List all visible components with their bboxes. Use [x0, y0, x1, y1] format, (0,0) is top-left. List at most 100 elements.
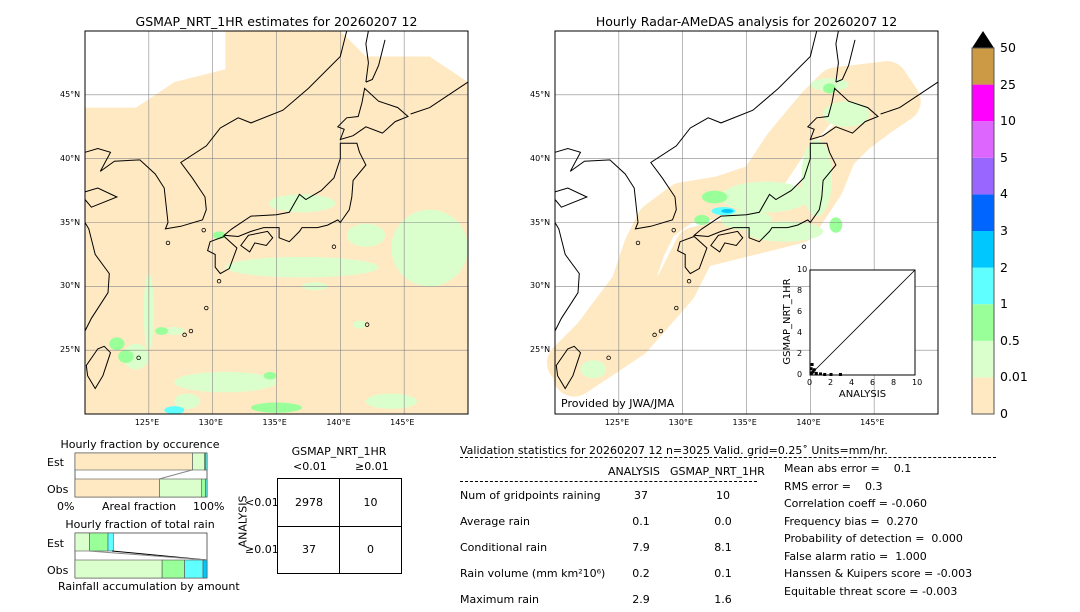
scatter-point — [838, 372, 842, 376]
inset-x-tick: 6 — [870, 378, 876, 387]
row-axis-label: ANALYSIS — [236, 495, 250, 548]
lat-tick-label: 35°N — [530, 217, 551, 227]
inset-y-tick: 6 — [797, 307, 803, 316]
occ-xlabel: Areal fraction — [102, 500, 177, 513]
stat-label: Conditional rain — [460, 541, 548, 554]
colorbar-tick-label: 3 — [1000, 223, 1008, 238]
coastline-sakhalin — [365, 30, 369, 83]
fraction-bars — [74, 452, 208, 579]
fraction-segment — [74, 532, 90, 552]
coastline-china2 — [84, 222, 110, 332]
fraction-segment — [192, 452, 205, 471]
fraction-segment — [159, 478, 203, 498]
rain-area-light — [174, 371, 277, 393]
score-line: Correlation coeff = -0.060 — [784, 497, 927, 510]
score-line: Frequency bias = 0.270 — [784, 514, 919, 528]
score-line: Equitable threat score = -0.003 — [784, 584, 958, 598]
colorbar-tick-label: 0.5 — [1000, 332, 1020, 348]
rain-area-light — [353, 320, 366, 329]
rain-area-green — [701, 190, 728, 204]
rain-area-green — [823, 83, 836, 94]
score-line: RMS error = 0.3 — [784, 479, 883, 493]
island — [671, 227, 676, 233]
stat-gsmap-value: 10 — [716, 489, 730, 502]
coastline-shikoku — [710, 230, 744, 253]
colorbar-tick-label: 0 — [1000, 406, 1008, 421]
scatter-point — [819, 372, 822, 376]
coastline-china — [84, 187, 119, 208]
row-header-lt: <0.01 — [245, 496, 279, 509]
lon-tick-label: 140°E — [796, 418, 821, 427]
coastline-sakhalin — [835, 30, 839, 83]
rain-area-light — [720, 181, 811, 213]
coastline-sakhalin2 — [365, 39, 386, 83]
fraction-segment — [201, 478, 206, 498]
rain-est-label: Est — [47, 537, 64, 550]
island — [606, 355, 611, 361]
occurrence-title: Hourly fraction by occurence — [60, 438, 220, 451]
island — [658, 328, 664, 334]
colorbar-tick-label: 25 — [1000, 76, 1016, 92]
colorbar-tick-label: 50 — [1000, 40, 1016, 55]
rain-area-green — [263, 371, 277, 380]
island — [204, 305, 209, 311]
coastline-china — [554, 187, 589, 208]
lat-tick-label: 45°N — [60, 89, 81, 99]
stat-analysis-value: 0.1 — [632, 515, 650, 528]
fraction-segment — [107, 532, 114, 552]
scatter-point — [810, 371, 814, 375]
colorbar-segment — [972, 48, 994, 85]
stat-gsmap-value: 0.1 — [714, 567, 732, 580]
island — [188, 328, 194, 334]
coastline-shikoku — [240, 230, 274, 253]
rain-area-light — [174, 393, 200, 409]
scatter-point — [829, 372, 833, 376]
scatter-point — [811, 370, 815, 374]
colorbar-frame — [971, 47, 995, 415]
colorbar-tick-label: 1 — [1000, 296, 1008, 312]
island — [216, 279, 222, 284]
stats-header: Validation statistics for 20260207 12 n=… — [460, 444, 888, 457]
island — [652, 332, 657, 338]
score-line: Hanssen & Kuipers score = -0.003 — [784, 567, 973, 580]
island — [674, 305, 679, 311]
coastline-sakhalin2 — [835, 39, 856, 83]
scatter-point — [810, 363, 814, 366]
lon-tick-label: 135°E — [262, 418, 287, 427]
lat-tick-label: 30°N — [530, 281, 551, 291]
fraction-segment — [74, 478, 160, 498]
scatter-point — [823, 372, 827, 376]
colorbar-tick-label: 0.01 — [1000, 369, 1028, 385]
connector — [88, 550, 208, 561]
lon-tick-label: 145°E — [860, 418, 885, 427]
no-data-area — [340, 31, 468, 83]
lat-tick-label: 25°N — [60, 345, 81, 355]
stat-label: Num of gridpoints raining — [460, 489, 601, 502]
rain-area-light — [225, 256, 379, 278]
rain-area-light — [164, 327, 185, 335]
coastline-kuril — [880, 81, 939, 115]
stat-gsmap-value: 1.6 — [714, 593, 732, 606]
rain-area-green — [829, 217, 843, 233]
fraction-segment — [184, 559, 204, 579]
rain-area-blue — [721, 209, 734, 214]
colorbar — [971, 31, 995, 415]
gsmap-map — [84, 30, 469, 415]
rain-area-light — [268, 194, 336, 213]
stat-label: Maximum rain — [460, 593, 539, 606]
rain-area-cyan — [164, 406, 185, 415]
island — [801, 244, 807, 249]
coastline-hokkaido — [806, 87, 879, 141]
colorbar-segment — [972, 267, 994, 305]
island — [331, 244, 337, 249]
inset-y-tick: 0 — [797, 370, 803, 379]
rain-area-light — [365, 393, 417, 409]
coastline-kyushu — [677, 235, 708, 275]
coastline-honshu — [222, 142, 367, 243]
cell-hit: 0 — [367, 543, 374, 556]
stat-analysis-value: 7.9 — [632, 541, 650, 554]
inset-y-tick: 8 — [797, 286, 803, 295]
no-data-area — [85, 31, 226, 108]
island — [635, 240, 641, 246]
inset-x-tick: 2 — [828, 378, 834, 387]
